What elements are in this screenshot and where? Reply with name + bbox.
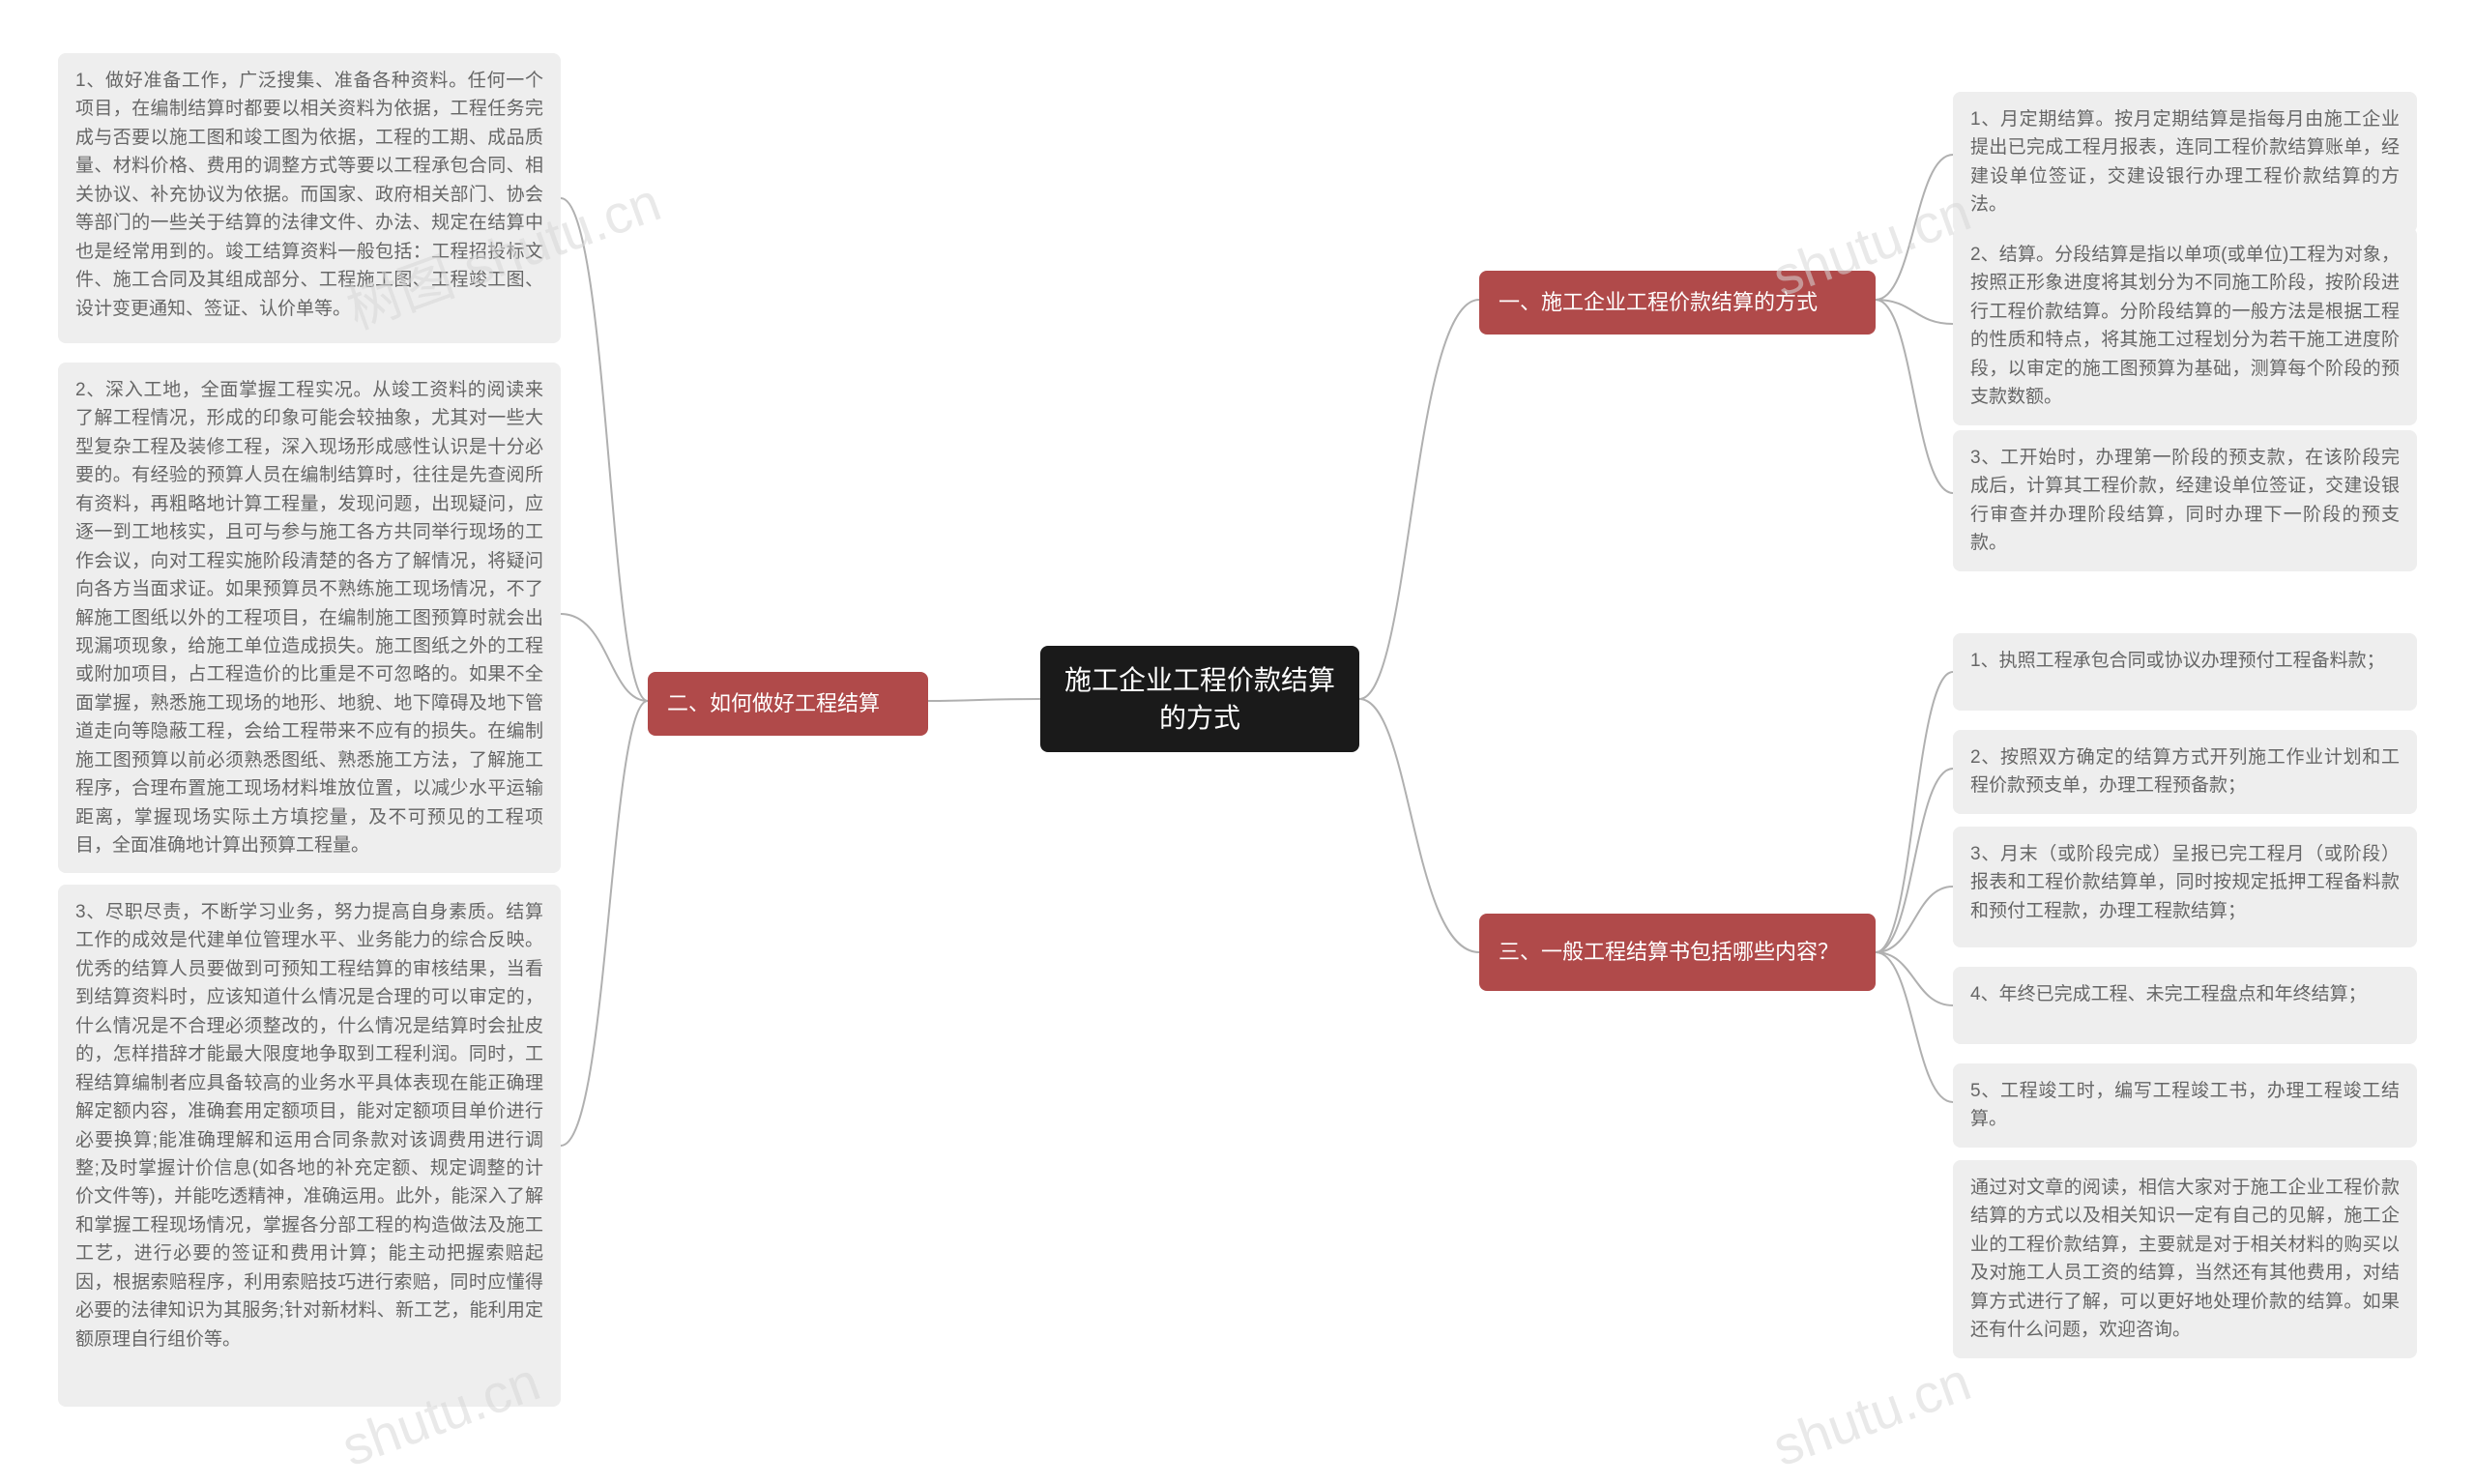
connector-line: [1876, 952, 1953, 1102]
leaf-node[interactable]: 3、月末（或阶段完成）呈报已完工程月（或阶段）报表和工程价款结算单，同时按规定抵…: [1953, 827, 2417, 947]
leaf-node[interactable]: 2、按照双方确定的结算方式开列施工作业计划和工程价款预支单，办理工程预备款；: [1953, 730, 2417, 814]
leaf-node-tail[interactable]: 通过对文章的阅读，相信大家对于施工企业工程价款结算的方式以及相关知识一定有自己的…: [1953, 1160, 2417, 1358]
connector-line: [561, 614, 648, 701]
connector-line: [561, 198, 648, 701]
leaf-node[interactable]: 1、月定期结算。按月定期结算是指每月由施工企业提出已完成工程月报表，连同工程价款…: [1953, 92, 2417, 233]
connector-line: [1876, 887, 1953, 952]
leaf-node[interactable]: 2、深入工地，全面掌握工程实况。从竣工资料的阅读来了解工程情况，形成的印象可能会…: [58, 363, 561, 873]
connector-line: [1876, 672, 1953, 952]
topic-node-right[interactable]: 一、施工企业工程价款结算的方式: [1479, 271, 1876, 335]
topic-node-left[interactable]: 二、如何做好工程结算: [648, 672, 928, 736]
connector-line: [561, 701, 648, 1146]
leaf-node[interactable]: 1、做好准备工作，广泛搜集、准备各种资料。任何一个项目，在编制结算时都要以相关资…: [58, 53, 561, 343]
connector-line: [1876, 300, 1953, 493]
leaf-node[interactable]: 4、年终已完成工程、未完工程盘点和年终结算；: [1953, 967, 2417, 1044]
watermark-text: shutu.cn: [1764, 1350, 1978, 1478]
connector-line: [1876, 952, 1953, 1005]
connector-line: [928, 699, 1040, 701]
leaf-node[interactable]: 5、工程竣工时，编写工程竣工书，办理工程竣工结算。: [1953, 1063, 2417, 1148]
connector-line: [1359, 300, 1479, 699]
leaf-node[interactable]: 1、执照工程承包合同或协议办理预付工程备料款；: [1953, 633, 2417, 711]
connector-line: [1876, 769, 1953, 952]
connector-line: [1876, 300, 1953, 324]
leaf-node[interactable]: 3、尽职尽责，不断学习业务，努力提高自身素质。结算工作的成效是代建单位管理水平、…: [58, 885, 561, 1407]
connector-line: [1876, 155, 1953, 300]
leaf-node[interactable]: 2、结算。分段结算是指以单项(或单位)工程为对象，按照正形象进度将其划分为不同施…: [1953, 227, 2417, 425]
connector-line: [1359, 699, 1479, 952]
center-node[interactable]: 施工企业工程价款结算的方式: [1040, 646, 1359, 752]
leaf-node[interactable]: 3、工开始时，办理第一阶段的预支款，在该阶段完成后，计算其工程价款，经建设单位签…: [1953, 430, 2417, 571]
topic-node-right[interactable]: 三、一般工程结算书包括哪些内容？: [1479, 914, 1876, 991]
